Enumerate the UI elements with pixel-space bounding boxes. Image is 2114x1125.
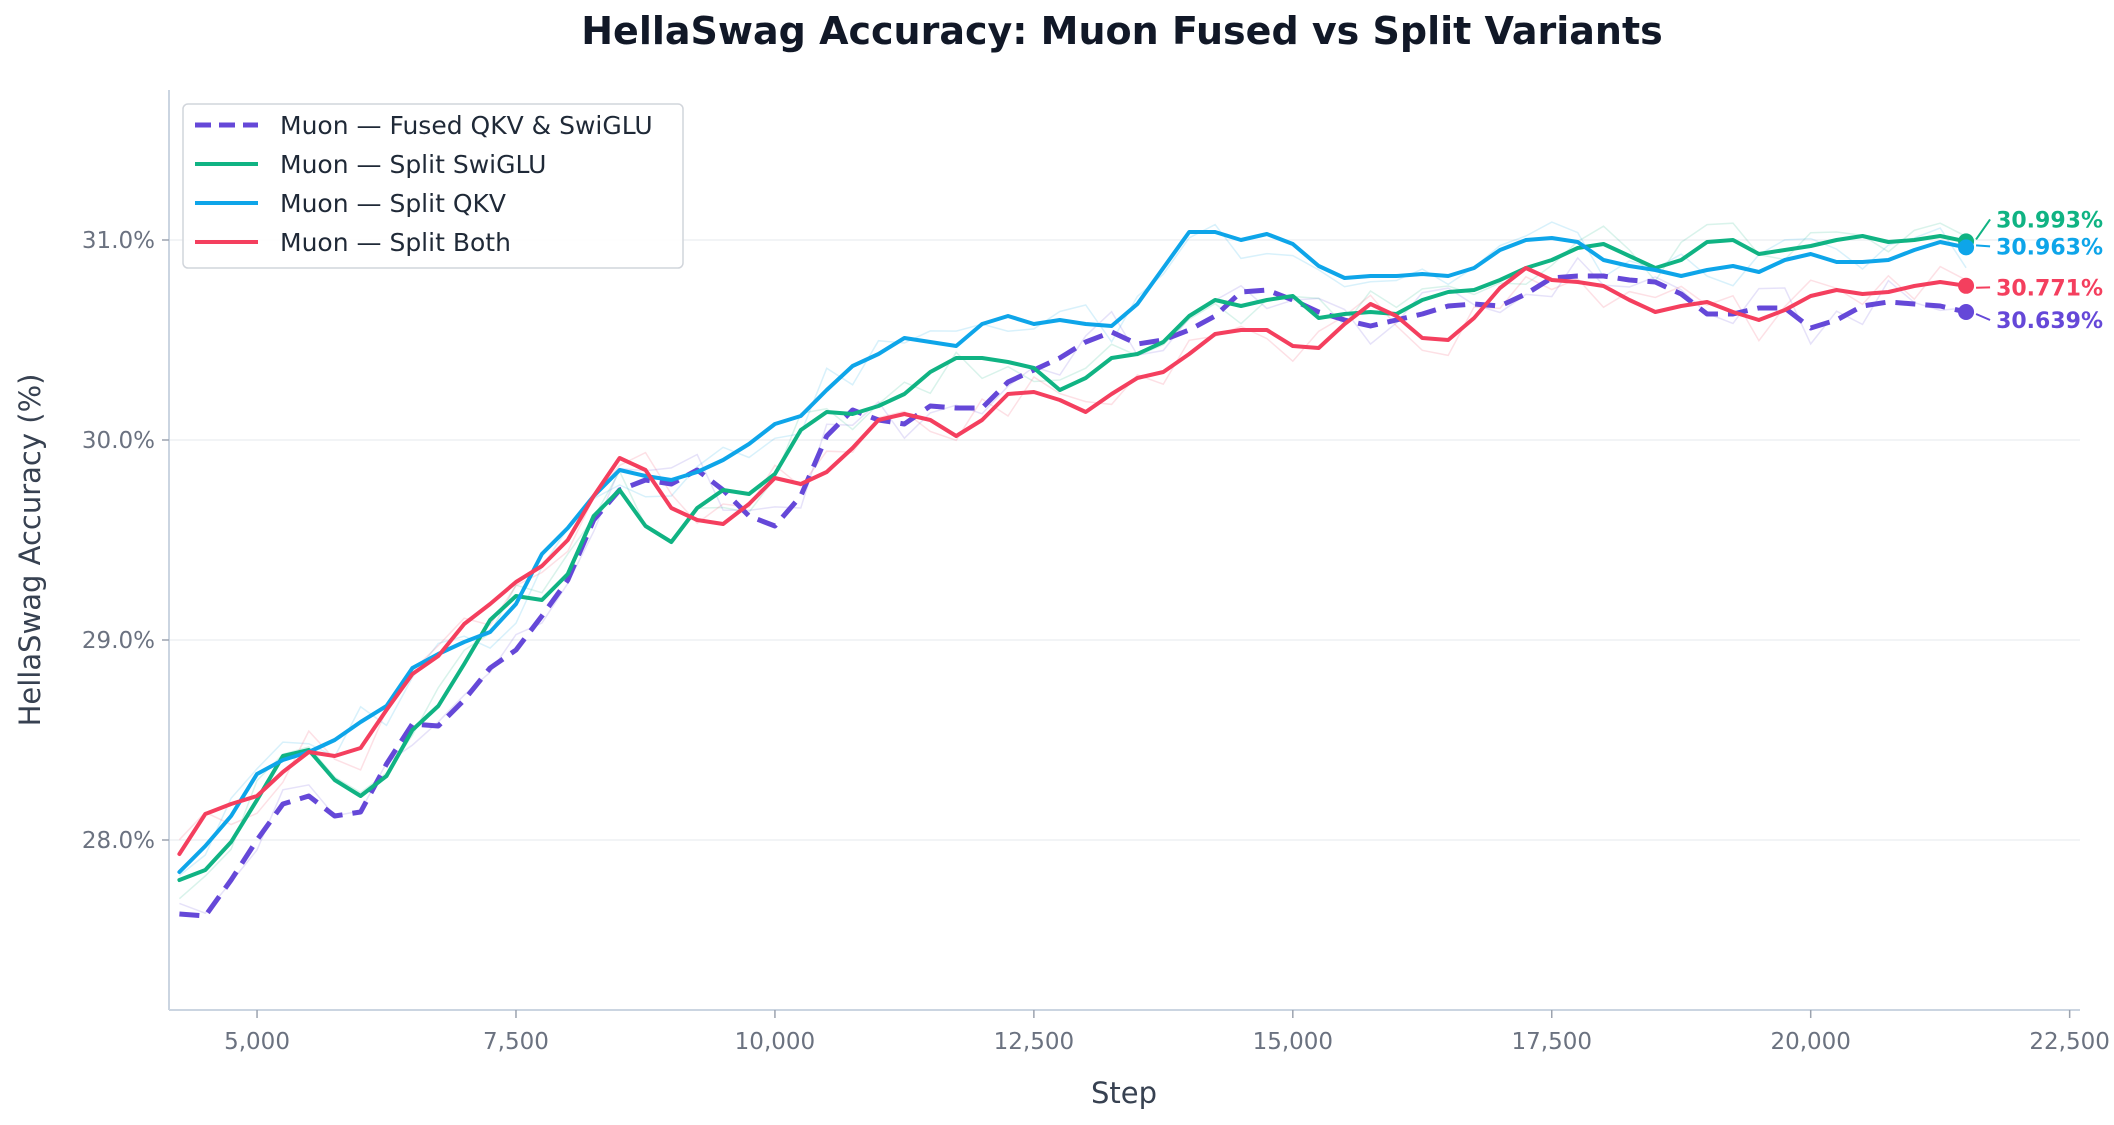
- x-tick-label: 5,000: [224, 1029, 290, 1055]
- x-tick-label: 17,500: [1512, 1029, 1592, 1055]
- x-tick-label: 22,500: [2029, 1029, 2109, 1055]
- x-tick-label: 15,000: [1253, 1029, 1333, 1055]
- y-tick-label: 31.0%: [82, 228, 155, 254]
- series-line: [177, 230, 1969, 874]
- legend-label: Muon — Split QKV: [280, 189, 506, 218]
- y-tick-label: 29.0%: [82, 628, 155, 654]
- end-point-marker: [1958, 239, 1975, 256]
- y-tick-label: 28.0%: [82, 828, 155, 854]
- raw-trace-lines: [178, 221, 1967, 915]
- legend-box: [182, 103, 684, 269]
- end-label-leader: [1975, 313, 1991, 321]
- legend-label: Muon — Split SwiGLU: [280, 150, 546, 179]
- end-value-label: 30.639%: [1996, 309, 2103, 334]
- series-lines: [177, 230, 1969, 919]
- end-value-label: 30.771%: [1996, 276, 2103, 301]
- end-markers: 30.993%30.963% 30.771% 30.639%: [1958, 208, 2103, 334]
- x-tick-label: 20,000: [1770, 1029, 1850, 1055]
- end-point-marker: [1958, 304, 1975, 320]
- raw-trace-line: [178, 265, 1967, 841]
- series-line: [179, 273, 1967, 919]
- x-tick-label: 7,500: [483, 1029, 549, 1055]
- series-line: [177, 266, 1969, 856]
- y-axis-label: HellaSwag Accuracy (%): [13, 374, 47, 727]
- legend: Muon — Fused QKV & SwiGLU Muon — Split Sw…: [182, 103, 684, 269]
- raw-trace-line: [178, 222, 1967, 900]
- x-tick-label: 12,500: [994, 1029, 1074, 1055]
- gridlines: [169, 239, 2080, 841]
- y-tick-label: 30.0%: [82, 428, 155, 454]
- x-tick-label: 10,000: [735, 1029, 815, 1055]
- axis-ticks: 28.0% 29.0% 30.0% 31.0% 5,000 7,500 10,000 12,5…: [82, 228, 2110, 1055]
- end-point-marker: [1958, 277, 1975, 294]
- end-label-leader: [1975, 244, 1991, 248]
- chart-title: HellaSwag Accuracy: Muon Fused vs Split …: [581, 9, 1662, 53]
- axes: [168, 90, 2080, 1011]
- legend-label: Muon — Fused QKV & SwiGLU: [280, 111, 653, 140]
- legend-label: Muon — Split Both: [280, 228, 511, 257]
- end-label-leader: [1975, 218, 1991, 240]
- raw-trace-line: [179, 256, 1967, 915]
- end-value-label: 30.993%: [1996, 208, 2103, 233]
- x-axis-label: Step: [1091, 1076, 1157, 1110]
- end-value-label: 30.963%: [1996, 235, 2103, 260]
- series-line: [177, 234, 1969, 882]
